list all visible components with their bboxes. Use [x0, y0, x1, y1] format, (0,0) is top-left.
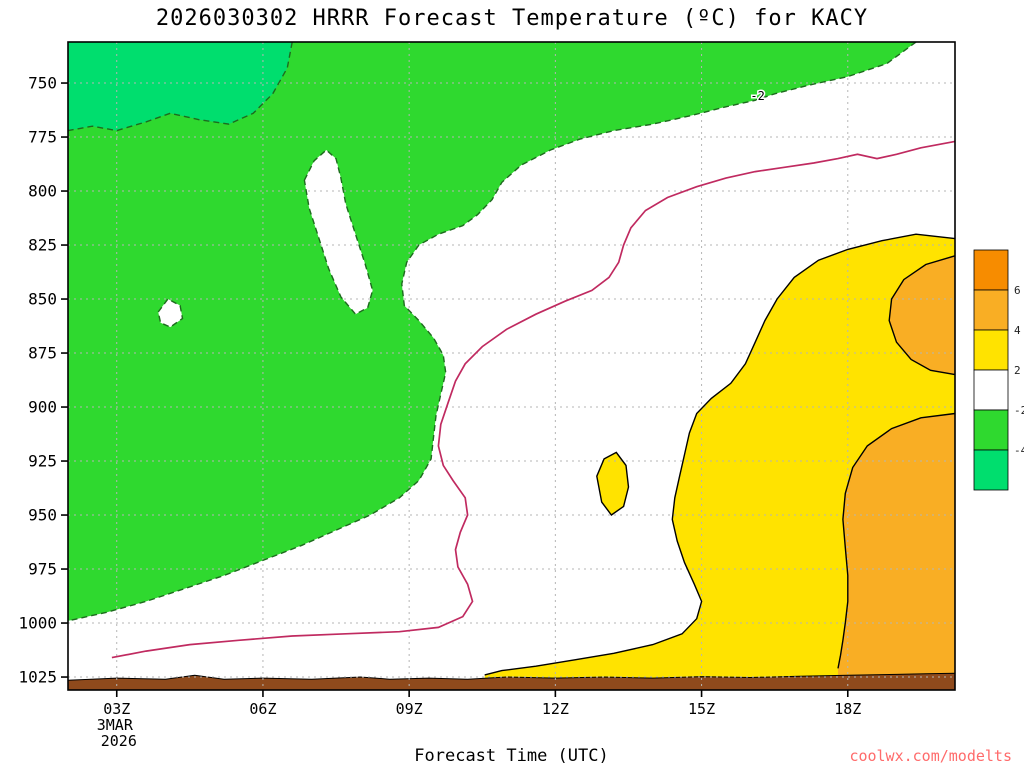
x-tick-label: 15Z: [688, 700, 715, 718]
x-tick-label: 18Z: [834, 700, 861, 718]
x-tick-label: 06Z: [249, 700, 276, 718]
contour-minus4: [67, 41, 293, 132]
x-axis-date-label: 2026: [101, 732, 137, 750]
watermark-link[interactable]: coolwx.com/modelts: [849, 747, 1012, 765]
x-axis-label: Forecast Time (UTC): [414, 746, 609, 766]
y-tick-label: 1025: [18, 668, 57, 687]
y-tick-label: 800: [28, 182, 57, 201]
white-island-small: [158, 299, 183, 328]
legend-label: -4: [1014, 444, 1024, 457]
x-tick-label: 09Z: [396, 700, 423, 718]
legend-swatch: [973, 289, 1009, 331]
legend-label: 6: [1014, 284, 1021, 297]
y-tick-label: 925: [28, 452, 57, 471]
x-tick-label: 03Z: [103, 700, 130, 718]
legend-swatch: [973, 409, 1009, 451]
y-tick-label: 975: [28, 560, 57, 579]
legend-swatch: [973, 449, 1009, 491]
contour-plus4-top: [888, 255, 956, 376]
contour-label: -2: [750, 89, 764, 103]
region-above-4-orange-top: [889, 255, 955, 375]
y-tick-label: 775: [28, 128, 57, 147]
contour-plus2-island: [596, 451, 630, 516]
region-above-4-orange-right: [838, 413, 955, 682]
y-tick-label: 950: [28, 506, 57, 525]
y-tick-label: 850: [28, 290, 57, 309]
plot-border: [67, 41, 956, 691]
contour-minus2-island-small: [157, 298, 184, 328]
legend-swatch: [973, 369, 1009, 411]
region-below-minus4-green: [68, 42, 293, 131]
contour-plus4-right: [837, 412, 956, 669]
contour-plus2: [484, 233, 956, 676]
region-below-minus2-green: [68, 42, 916, 621]
contour-zero: [111, 140, 956, 659]
contour-minus2-island-finger: [303, 149, 374, 316]
legend-label: -2: [1014, 404, 1024, 417]
contour-minus2-main: [67, 41, 917, 622]
yellow-island: [596, 452, 629, 515]
legend-label: 4: [1014, 324, 1021, 337]
x-tick-label: 12Z: [542, 700, 569, 718]
x-axis-date-label: 3MAR: [97, 716, 134, 734]
y-tick-label: 825: [28, 236, 57, 255]
y-tick-label: 900: [28, 398, 57, 417]
legend-label: 2: [1014, 364, 1021, 377]
chart-title: 2026030302 HRRR Forecast Temperature (ºC…: [155, 6, 869, 31]
legend-swatch: [973, 249, 1009, 291]
y-axis: 750 775 800 825 850 875 900 925 950 975 1000 1025: [18, 74, 68, 687]
colorbar-legend: 6 4 2 -2 -4: [973, 249, 1024, 491]
y-tick-label: 750: [28, 74, 57, 93]
y-tick-label: 875: [28, 344, 57, 363]
legend-swatch: [973, 329, 1009, 371]
y-tick-label: 1000: [18, 614, 57, 633]
region-above-2-yellow: [484, 234, 955, 682]
